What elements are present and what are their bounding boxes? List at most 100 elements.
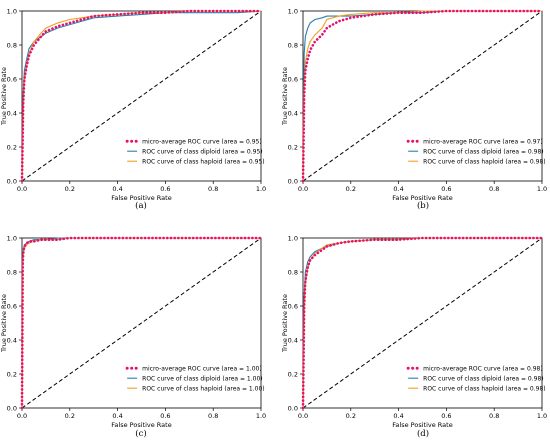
x-tick-label: 0.0: [298, 185, 308, 193]
x-tick-label: 0.8: [208, 185, 218, 193]
x-tick-label: 0.0: [17, 185, 27, 193]
legend-entry: ROC curve of class haploid (area = 0.98): [423, 385, 545, 392]
x-tick-label: 0.4: [393, 185, 403, 193]
y-tick-label: 0.2: [288, 370, 298, 378]
legend-marker: [130, 139, 134, 143]
legend-entry: micro-average ROC curve (area = 0.98): [423, 365, 543, 372]
x-tick-label: 0.2: [65, 412, 75, 420]
series-line-chance: [21, 10, 262, 182]
x-tick-label: 0.6: [160, 412, 170, 420]
legend-entry: ROC curve of class haploid (area = 0.98): [423, 158, 545, 165]
subfigure-caption: (b): [417, 200, 429, 211]
y-axis-label: True Positive Rate: [281, 294, 289, 353]
y-tick-label: 0.6: [288, 302, 298, 310]
x-tick-label: 1.0: [256, 185, 266, 193]
y-tick-label: 0.6: [7, 75, 17, 83]
y-tick-label: 0.2: [7, 370, 17, 378]
y-tick-label: 0.8: [288, 41, 298, 49]
x-tick-label: 0.2: [65, 185, 75, 193]
x-tick-label: 0.8: [489, 185, 499, 193]
y-axis-label: True Positive Rate: [0, 67, 8, 126]
x-tick-label: 0.0: [298, 412, 308, 420]
y-tick-label: 0.0: [7, 404, 17, 412]
x-tick-label: 0.2: [346, 412, 356, 420]
legend-entry: ROC curve of class haploid (area = 0.95): [142, 158, 264, 165]
roc-panel-4: 0.00.0 0.2 0.2 0.4 0.4 0.6 0.6 0.8 0.8 1.0 1.0 Fals…: [281, 234, 547, 439]
x-tick-label: 0.2: [346, 185, 356, 193]
legend-marker: [130, 366, 134, 370]
subfigure-caption: (d): [417, 428, 429, 439]
legend-entry: micro-average ROC curve (area = 0.97): [423, 138, 543, 145]
y-tick-label: 0.8: [288, 268, 298, 276]
y-tick-label: 0.4: [7, 109, 17, 117]
series-line-haploid: [302, 10, 542, 182]
x-tick-label: 1.0: [537, 412, 547, 420]
series-line-diploid: [21, 10, 262, 182]
series-line-chance: [302, 10, 543, 182]
series-line-chance: [21, 237, 262, 409]
legend-marker: [125, 139, 129, 143]
roc-panel-3: 0.00.0 0.2 0.2 0.4 0.4 0.6 0.6 0.8 0.8 1.0 1.0 Fals…: [0, 234, 266, 439]
roc-panel-1: 0.00.0 0.2 0.2 0.4 0.4 0.6 0.6 0.8 0.8 1.0 1.0 Fals…: [0, 7, 266, 211]
x-tick-label: 0.8: [489, 412, 499, 420]
x-tick-label: 0.0: [17, 412, 27, 420]
series-line-micro: [20, 236, 263, 410]
series-line-chance: [302, 237, 543, 409]
legend-marker: [134, 366, 138, 370]
y-tick-label: 1.0: [288, 234, 298, 242]
legend-marker: [411, 139, 415, 143]
legend-entry: micro-average ROC curve (area = 1.00): [142, 365, 262, 372]
series-line-micro: [301, 236, 544, 410]
x-axis-label: False Positive Rate: [111, 194, 171, 202]
y-tick-label: 0.6: [288, 75, 298, 83]
legend-marker: [134, 139, 138, 143]
y-tick-label: 0.0: [288, 404, 298, 412]
subfigure-caption: (c): [135, 428, 146, 439]
x-tick-label: 1.0: [537, 185, 547, 193]
legend-marker: [406, 139, 410, 143]
legend-entry: ROC curve of class diploid (area = 0.98): [423, 148, 543, 155]
series-line-micro: [20, 9, 263, 183]
legend-marker: [125, 366, 129, 370]
x-axis-label: False Positive Rate: [111, 421, 171, 429]
plot-frame: [21, 10, 262, 182]
y-tick-label: 0.4: [7, 336, 17, 344]
legend-entry: ROC curve of class diploid (area = 1.00): [142, 375, 262, 382]
legend-marker: [415, 366, 419, 370]
y-tick-label: 0.8: [7, 268, 17, 276]
y-axis-label: True Positive Rate: [281, 67, 289, 126]
legend-entry: micro-average ROC curve (area = 0.95): [142, 138, 262, 145]
y-tick-label: 0.4: [288, 336, 298, 344]
x-tick-label: 0.4: [393, 412, 403, 420]
legend-entry: ROC curve of class haploid (area = 1.00): [142, 385, 264, 392]
y-tick-label: 1.0: [288, 7, 298, 15]
legend: micro-average ROC curve (area = 0.97) ROC…: [406, 138, 546, 165]
y-axis-label: True Positive Rate: [0, 294, 8, 353]
legend-entry: ROC curve of class diploid (area = 0.98): [423, 375, 543, 382]
legend-marker: [411, 366, 415, 370]
y-tick-label: 0.0: [7, 177, 17, 185]
legend-entry: ROC curve of class diploid (area = 0.95): [142, 148, 262, 155]
y-tick-label: 0.8: [7, 41, 17, 49]
roc-panel-2: 0.00.0 0.2 0.2 0.4 0.4 0.6 0.6 0.8 0.8 1.0 1.0 Fals…: [281, 7, 547, 211]
x-tick-label: 0.8: [208, 412, 218, 420]
y-tick-label: 0.2: [288, 143, 298, 151]
y-tick-label: 0.4: [288, 109, 298, 117]
y-tick-label: 1.0: [7, 7, 17, 15]
x-tick-label: 0.4: [112, 185, 122, 193]
legend: micro-average ROC curve (area = 0.95) ROC…: [125, 138, 265, 165]
x-axis-label: False Positive Rate: [392, 421, 452, 429]
x-axis-label: False Positive Rate: [392, 194, 452, 202]
y-tick-label: 0.0: [288, 177, 298, 185]
legend-marker: [406, 366, 410, 370]
subfigure-caption: (a): [135, 200, 147, 211]
x-tick-label: 0.6: [441, 185, 451, 193]
legend: micro-average ROC curve (area = 0.98) ROC…: [406, 365, 546, 392]
legend-marker: [415, 139, 419, 143]
y-tick-label: 0.2: [7, 143, 17, 151]
y-tick-label: 0.6: [7, 302, 17, 310]
x-tick-label: 0.6: [160, 185, 170, 193]
legend: micro-average ROC curve (area = 1.00) ROC…: [125, 365, 265, 392]
y-tick-label: 1.0: [7, 234, 17, 242]
